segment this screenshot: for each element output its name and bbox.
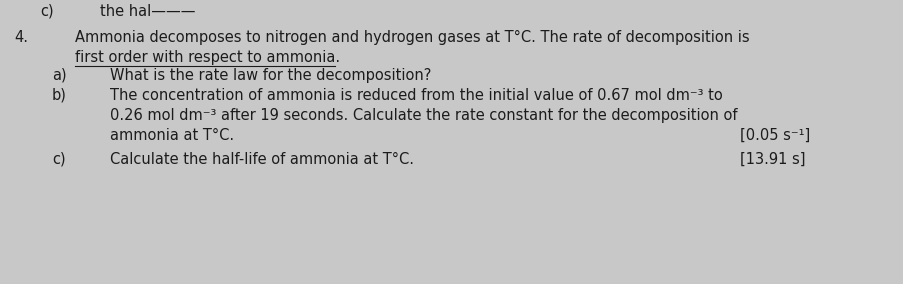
Text: first order with respect to ammonia.: first order with respect to ammonia. bbox=[75, 50, 340, 65]
Text: c): c) bbox=[40, 4, 53, 19]
Text: The concentration of ammonia is reduced from the initial value of 0.67 mol dm⁻³ : The concentration of ammonia is reduced … bbox=[110, 88, 722, 103]
Text: c): c) bbox=[52, 152, 66, 167]
Text: a): a) bbox=[52, 68, 67, 83]
Text: Calculate the half-life of ammonia at T°C.: Calculate the half-life of ammonia at T°… bbox=[110, 152, 414, 167]
Text: Ammonia decomposes to nitrogen and hydrogen gases at T°C. The rate of decomposit: Ammonia decomposes to nitrogen and hydro… bbox=[75, 30, 749, 45]
Text: 0.26 mol dm⁻³ after 19 seconds. Calculate the rate constant for the decompositio: 0.26 mol dm⁻³ after 19 seconds. Calculat… bbox=[110, 108, 737, 123]
Text: 4.: 4. bbox=[14, 30, 28, 45]
Text: the hal———: the hal——— bbox=[100, 4, 195, 19]
Text: What is the rate law for the decomposition?: What is the rate law for the decompositi… bbox=[110, 68, 431, 83]
Text: [0.05 s⁻¹]: [0.05 s⁻¹] bbox=[740, 128, 809, 143]
Text: [13.91 s]: [13.91 s] bbox=[740, 152, 805, 167]
Text: b): b) bbox=[52, 88, 67, 103]
Text: ammonia at T°C.: ammonia at T°C. bbox=[110, 128, 234, 143]
